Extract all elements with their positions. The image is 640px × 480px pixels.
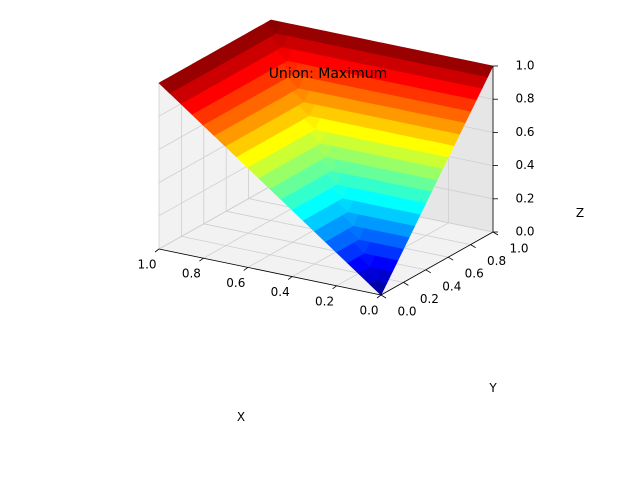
y-tick-label: 0.6 — [465, 267, 484, 281]
y-tick — [425, 269, 432, 274]
z-tick-label: 0.6 — [515, 125, 534, 139]
surface-plot — [158, 19, 494, 296]
x-tick — [332, 285, 337, 290]
x-tick-label: 0.8 — [182, 267, 201, 281]
x-tick-label: 0.0 — [359, 304, 378, 318]
x-tick — [243, 267, 249, 271]
x-tick — [376, 294, 382, 299]
y-tick-label: 0.2 — [420, 292, 439, 306]
gridline-z-left — [158, 185, 272, 250]
x-axis-line — [158, 248, 382, 296]
y-tick — [470, 244, 476, 248]
y-tick — [447, 256, 454, 261]
y-tick-label: 0.4 — [442, 279, 461, 293]
y-tick — [380, 294, 387, 299]
chart-title: Union: Maximum — [269, 66, 388, 82]
y-axis-line — [380, 231, 494, 296]
y-tick-label: 1.0 — [509, 242, 528, 256]
y-tick — [403, 282, 409, 286]
x-tick-label: 0.2 — [315, 294, 334, 308]
z-tick-label: 0.0 — [515, 225, 534, 239]
z-axis-label: Z — [576, 206, 584, 220]
z-tick-label: 0.4 — [515, 158, 534, 172]
surface-patch — [369, 280, 388, 296]
x-tick-label: 1.0 — [137, 258, 156, 272]
x-axis-label: X — [237, 410, 245, 424]
z-tick-label: 0.2 — [515, 191, 534, 205]
axis-ticks: 0.00.20.40.60.81.00.00.20.40.60.81.00.00… — [137, 59, 534, 319]
x-tick — [287, 276, 293, 280]
x-tick — [199, 257, 204, 262]
x-tick — [154, 248, 160, 253]
y-tick — [492, 231, 499, 236]
z-tick-label: 1.0 — [515, 59, 534, 73]
y-axis-label: Y — [488, 381, 497, 395]
y-tick-label: 0.8 — [487, 254, 506, 268]
x-tick-label: 0.4 — [271, 285, 290, 299]
y-tick-label: 0.0 — [397, 305, 416, 319]
z-tick-label: 0.8 — [515, 92, 534, 106]
x-tick-label: 0.6 — [226, 276, 245, 290]
axis-lines — [158, 66, 494, 296]
